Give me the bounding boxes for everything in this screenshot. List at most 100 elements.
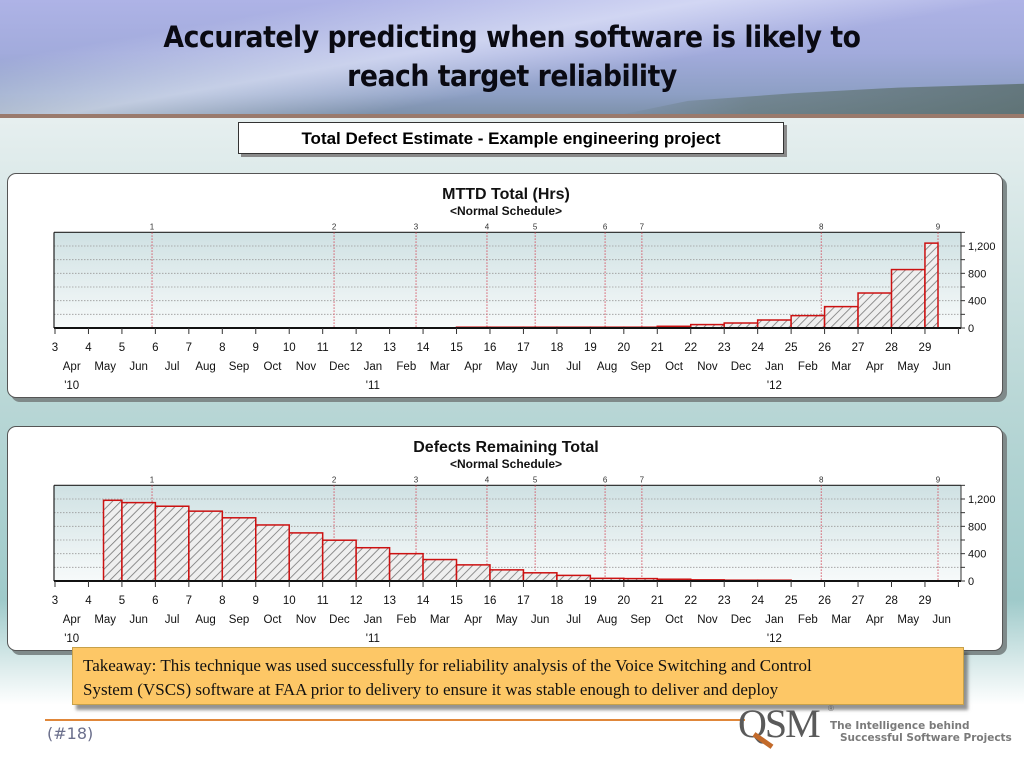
x-tick-label: 9 bbox=[253, 342, 259, 354]
month-label: Apr bbox=[63, 361, 81, 373]
bar bbox=[255, 524, 290, 582]
company-tagline: The Intelligence behind Successful Softw… bbox=[830, 720, 1012, 744]
mttd-chart-panel: MTTD Total (Hrs) <Normal Schedule> 1 2 3 4 5 6 7… bbox=[7, 173, 1003, 398]
month-label: Oct bbox=[665, 361, 684, 373]
bar bbox=[355, 546, 391, 582]
bar bbox=[288, 532, 324, 582]
milestone-label: 3 bbox=[414, 222, 419, 231]
month-label: Dec bbox=[731, 361, 752, 373]
x-tick-label: 16 bbox=[484, 342, 497, 354]
x-tick-label: 29 bbox=[919, 595, 932, 607]
milestone-label: 6 bbox=[603, 475, 608, 484]
bar bbox=[890, 268, 926, 329]
footer-divider bbox=[45, 719, 745, 721]
month-label: May bbox=[496, 361, 518, 373]
x-tick-label: 22 bbox=[684, 342, 697, 354]
year-label: '10 bbox=[64, 380, 79, 392]
milestone-label: 8 bbox=[819, 475, 824, 484]
month-label: Jan bbox=[765, 361, 784, 373]
chart-title: Defects Remaining Total bbox=[413, 439, 599, 456]
y-tick-label: 400 bbox=[968, 296, 986, 308]
x-tick-label: 14 bbox=[417, 342, 430, 354]
year-label: '11 bbox=[366, 380, 380, 392]
x-tick-label: 15 bbox=[450, 595, 463, 607]
x-tick-label: 27 bbox=[852, 595, 865, 607]
bar bbox=[790, 314, 826, 329]
milestone-label: 9 bbox=[936, 475, 941, 484]
x-tick-label: 11 bbox=[317, 342, 329, 354]
milestone-label: 7 bbox=[640, 222, 645, 231]
month-label: Sep bbox=[229, 614, 249, 626]
bar bbox=[489, 569, 525, 582]
milestone-label: 7 bbox=[640, 475, 645, 484]
x-tick-label: 4 bbox=[85, 595, 92, 607]
month-label: Mar bbox=[430, 361, 450, 373]
chart-subtitle-box: Total Defect Estimate - Example engineer… bbox=[238, 122, 784, 154]
x-tick-label: 16 bbox=[484, 595, 497, 607]
takeaway-line-1: Takeaway: This technique was used succes… bbox=[83, 656, 812, 675]
x-tick-label: 12 bbox=[350, 595, 363, 607]
x-tick-label: 9 bbox=[253, 595, 259, 607]
x-tick-label: 10 bbox=[283, 342, 296, 354]
y-tick-label: 1,200 bbox=[968, 241, 996, 253]
bar bbox=[422, 558, 458, 582]
milestone-label: 5 bbox=[533, 222, 538, 231]
month-label: Jul bbox=[566, 361, 581, 373]
year-label: '12 bbox=[767, 380, 782, 392]
x-tick-label: 25 bbox=[785, 342, 798, 354]
x-tick-label: 28 bbox=[885, 595, 898, 607]
defects-remaining-chart-panel: Defects Remaining Total <Normal Schedule>… bbox=[7, 426, 1003, 651]
month-label: Dec bbox=[329, 361, 350, 373]
month-label: May bbox=[897, 614, 919, 626]
month-label: Sep bbox=[229, 361, 249, 373]
x-tick-label: 20 bbox=[617, 342, 630, 354]
bar bbox=[857, 292, 893, 329]
month-label: Jun bbox=[531, 614, 550, 626]
milestone-label: 1 bbox=[150, 222, 155, 231]
month-label: May bbox=[94, 614, 116, 626]
defects-remaining-chart: Defects Remaining Total<Normal Schedule>… bbox=[52, 439, 996, 645]
mttd-chart: MTTD Total (Hrs)<Normal Schedule>1 2 3 4 5 6 7… bbox=[52, 186, 996, 392]
month-label: Sep bbox=[630, 361, 650, 373]
x-tick-label: 26 bbox=[818, 342, 831, 354]
x-tick-label: 28 bbox=[885, 342, 898, 354]
x-tick-label: 29 bbox=[919, 342, 932, 354]
x-tick-label: 14 bbox=[417, 595, 430, 607]
milestone-label: 8 bbox=[819, 222, 824, 231]
x-tick-label: 20 bbox=[617, 595, 630, 607]
month-label: Oct bbox=[665, 614, 684, 626]
x-tick-label: 12 bbox=[350, 342, 363, 354]
month-label: Jul bbox=[165, 361, 180, 373]
x-tick-label: 21 bbox=[651, 595, 664, 607]
slide-header bbox=[0, 0, 1024, 118]
month-label: Feb bbox=[396, 361, 416, 373]
month-label: Aug bbox=[597, 361, 617, 373]
y-tick-label: 800 bbox=[968, 268, 986, 280]
bar bbox=[221, 517, 257, 582]
x-tick-label: 6 bbox=[152, 595, 158, 607]
month-label: Nov bbox=[697, 361, 718, 373]
milestone-label: 4 bbox=[485, 475, 490, 484]
month-label: Jun bbox=[932, 614, 951, 626]
month-label: Apr bbox=[63, 614, 81, 626]
month-label: Feb bbox=[396, 614, 416, 626]
month-label: Apr bbox=[866, 614, 884, 626]
x-tick-label: 19 bbox=[584, 595, 597, 607]
year-label: '11 bbox=[366, 633, 380, 645]
plot-area bbox=[54, 232, 961, 328]
month-label: Jan bbox=[765, 614, 784, 626]
x-tick-label: 8 bbox=[219, 342, 225, 354]
x-tick-label: 7 bbox=[186, 595, 192, 607]
y-tick-label: 1,200 bbox=[968, 494, 996, 506]
month-label: Jun bbox=[531, 361, 550, 373]
month-label: Oct bbox=[264, 614, 283, 626]
y-tick-label: 0 bbox=[968, 576, 974, 588]
slide-title: Accurately predicting when software is l… bbox=[41, 18, 983, 96]
x-tick-label: 5 bbox=[119, 595, 125, 607]
month-label: Feb bbox=[798, 614, 818, 626]
month-label: Nov bbox=[697, 614, 718, 626]
header-divider bbox=[0, 114, 1024, 118]
month-label: Nov bbox=[296, 614, 317, 626]
bar bbox=[756, 319, 792, 329]
milestone-label: 1 bbox=[150, 475, 155, 484]
